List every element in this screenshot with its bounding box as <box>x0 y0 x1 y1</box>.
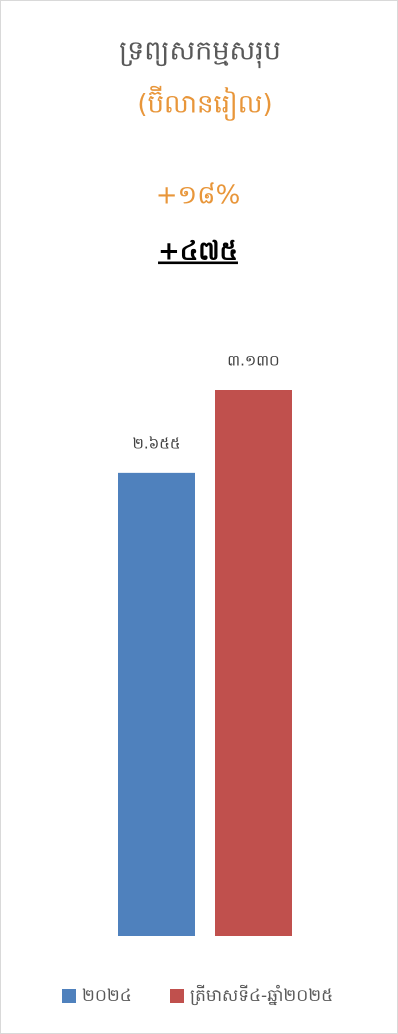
legend-label: ២០២៤ <box>82 986 132 1006</box>
value-label: ២.៦៥៥ <box>133 434 181 452</box>
chart-title: ទ្រព្យសកម្មសរុប <box>119 36 281 69</box>
value-label: ៣.១៣០ <box>227 352 279 370</box>
annotation: +១៨% <box>156 181 241 211</box>
bar <box>215 390 292 936</box>
legend-swatch <box>170 989 184 1003</box>
annotation: +៤៧៥ <box>158 237 238 267</box>
chart-subtitle: (ប៊ីលានរៀល) <box>137 86 272 122</box>
legend-swatch <box>62 989 76 1003</box>
bar <box>118 472 195 936</box>
legend-label: ត្រីមាសទី៤-ឆ្នាំ២០២៥ <box>190 984 333 1006</box>
